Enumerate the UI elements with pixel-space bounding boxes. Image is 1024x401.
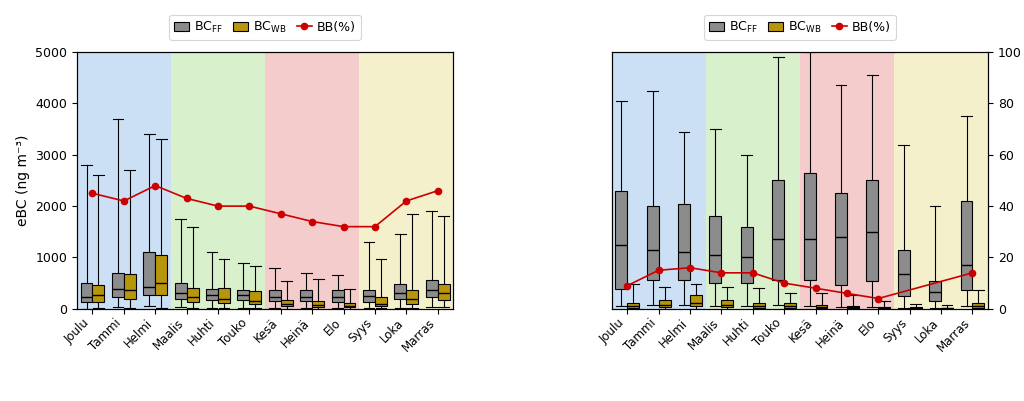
- Bar: [206, 289, 218, 300]
- Bar: [804, 173, 815, 280]
- Bar: [171, 52, 265, 309]
- Bar: [238, 290, 250, 300]
- Bar: [879, 307, 890, 308]
- Bar: [143, 252, 156, 295]
- Bar: [426, 279, 437, 297]
- Bar: [894, 52, 988, 309]
- Legend: BC$_{\rm FF}$, BC$_{\rm WB}$, BB(%): BC$_{\rm FF}$, BC$_{\rm WB}$, BB(%): [705, 15, 896, 40]
- Bar: [269, 290, 281, 301]
- Bar: [92, 285, 104, 302]
- Bar: [929, 281, 941, 301]
- Bar: [77, 52, 171, 309]
- Bar: [815, 305, 827, 308]
- Bar: [647, 206, 658, 280]
- Bar: [218, 288, 230, 303]
- Bar: [81, 283, 92, 302]
- Bar: [156, 255, 167, 295]
- Bar: [437, 284, 450, 300]
- Bar: [710, 217, 721, 283]
- Bar: [973, 303, 984, 308]
- Bar: [800, 52, 894, 309]
- Bar: [628, 303, 639, 308]
- Bar: [835, 193, 847, 285]
- Legend: BC$_{\rm FF}$, BC$_{\rm WB}$, BB(%): BC$_{\rm FF}$, BC$_{\rm WB}$, BB(%): [169, 15, 360, 40]
- Bar: [394, 284, 407, 298]
- Bar: [706, 52, 800, 309]
- Bar: [332, 290, 344, 302]
- Bar: [265, 52, 359, 309]
- Bar: [281, 300, 293, 306]
- Bar: [300, 290, 312, 301]
- Bar: [866, 180, 879, 281]
- Bar: [753, 303, 765, 308]
- Bar: [112, 273, 124, 298]
- Bar: [847, 306, 859, 308]
- Bar: [772, 180, 784, 280]
- Bar: [721, 300, 733, 308]
- Bar: [658, 300, 671, 308]
- Bar: [611, 52, 706, 309]
- Bar: [784, 303, 796, 308]
- Bar: [312, 301, 325, 307]
- Bar: [344, 303, 355, 307]
- Bar: [898, 250, 909, 296]
- Bar: [175, 283, 186, 298]
- Bar: [250, 291, 261, 304]
- Bar: [359, 52, 454, 309]
- Bar: [124, 274, 136, 298]
- Bar: [961, 201, 973, 290]
- Bar: [690, 296, 701, 306]
- Bar: [615, 191, 628, 289]
- Y-axis label: eBC (ng m⁻³): eBC (ng m⁻³): [15, 135, 30, 226]
- Bar: [186, 288, 199, 302]
- Bar: [375, 298, 387, 306]
- Bar: [407, 290, 418, 304]
- Bar: [740, 227, 753, 283]
- Bar: [364, 290, 375, 302]
- Bar: [678, 204, 690, 280]
